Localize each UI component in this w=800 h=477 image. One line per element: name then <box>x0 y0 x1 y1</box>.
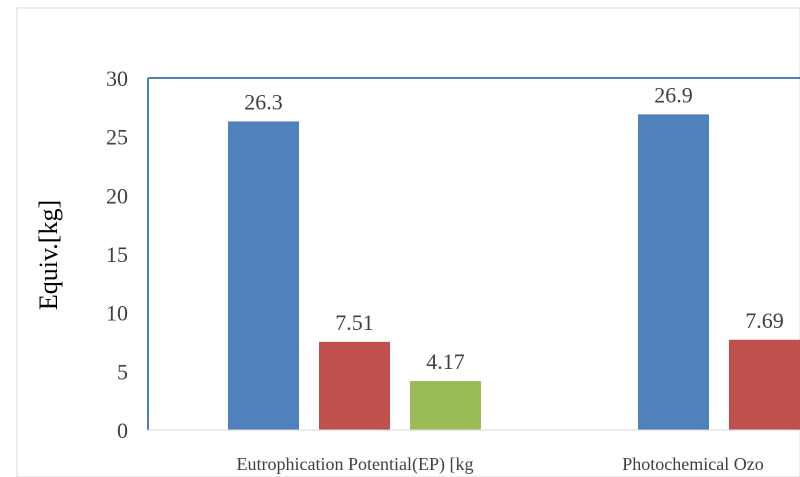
category-label-0: Eutrophication Potential(EP) [kg <box>237 454 474 475</box>
data-label-s0-c1: 26.9 <box>654 82 693 107</box>
bar-s2-c0 <box>410 381 481 430</box>
data-label-s2-c0: 4.17 <box>426 349 465 374</box>
bars <box>228 114 800 430</box>
data-labels: 26.3 26.9 7.51 7.69 4.17 <box>244 82 784 374</box>
bar-s0-c1 <box>638 114 709 430</box>
chart-area-border <box>16 7 800 477</box>
y-tick-label-0: 0 <box>117 418 128 443</box>
y-axis-ticks: 0 5 10 15 20 25 30 <box>106 66 128 443</box>
y-tick-label-6: 30 <box>106 66 128 91</box>
y-tick-label-3: 15 <box>106 242 128 267</box>
bar-s1-c0 <box>319 341 390 430</box>
bar-s1-c1 <box>729 339 800 430</box>
y-tick-label-1: 5 <box>117 359 128 384</box>
category-labels: Eutrophication Potential(EP) [kg Photoche… <box>237 454 764 475</box>
data-label-s1-c1: 7.69 <box>745 308 784 333</box>
category-label-1: Photochemical Ozo <box>622 454 763 474</box>
y-tick-label-5: 25 <box>106 125 128 150</box>
data-label-s0-c0: 26.3 <box>244 89 283 114</box>
y-tick-label-4: 20 <box>106 183 128 208</box>
bar-s0-c0 <box>228 121 299 430</box>
y-tick-label-2: 10 <box>106 301 128 326</box>
data-label-s1-c0: 7.51 <box>335 310 374 335</box>
y-axis-title: Equiv.[kg] <box>34 200 63 310</box>
